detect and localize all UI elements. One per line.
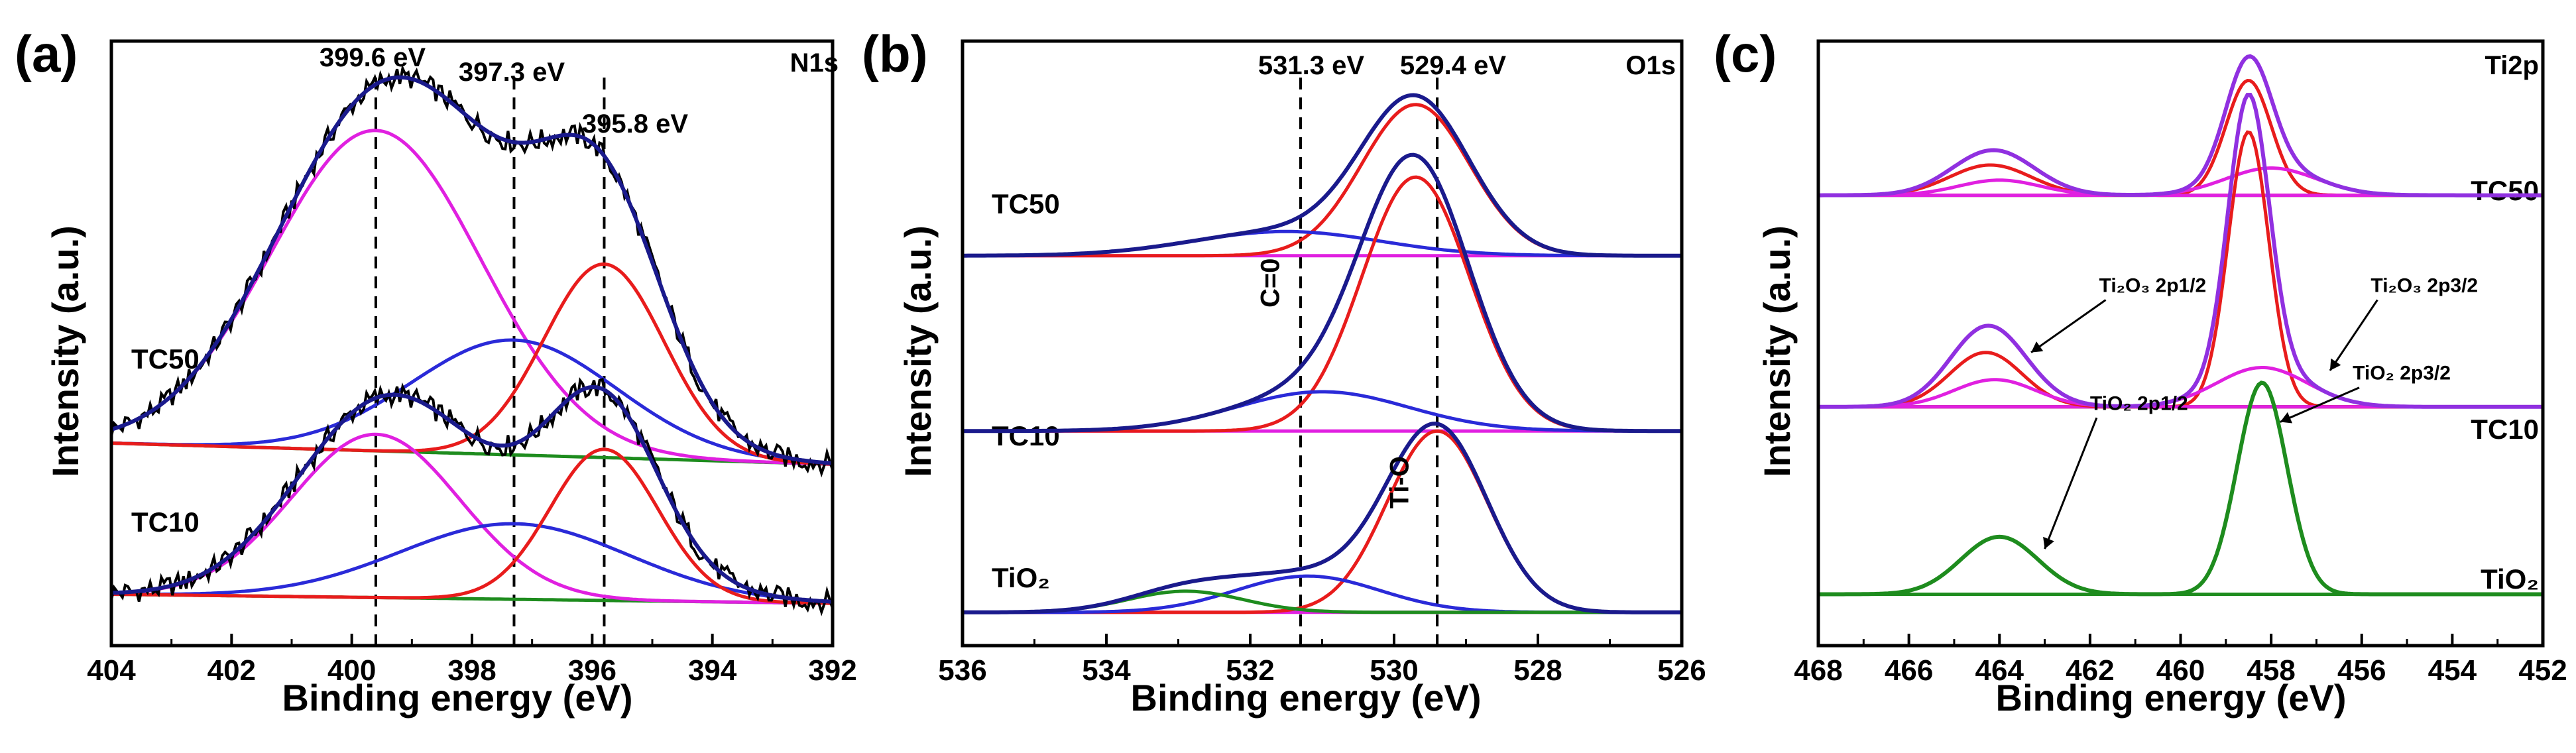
peak-component bbox=[111, 338, 833, 465]
panel-b: (b) Intensity (a.u.) Binding energy (eV)… bbox=[862, 25, 1706, 719]
x-tick-label: 454 bbox=[2428, 654, 2477, 687]
annotation-arrow bbox=[2030, 299, 2107, 353]
x-tick-label: 394 bbox=[688, 654, 737, 687]
x-tick-label: 464 bbox=[1975, 654, 2024, 687]
panel-b-label: (b) bbox=[862, 25, 928, 83]
annotation-label: Ti₂O₃ 2p3/2 bbox=[2371, 274, 2478, 296]
x-tick-label: 536 bbox=[938, 654, 986, 687]
x-tick-label: 402 bbox=[207, 654, 256, 687]
panel-a-axes-frame bbox=[109, 39, 835, 648]
peak-component bbox=[963, 429, 1682, 614]
x-tick-label: 404 bbox=[87, 654, 136, 687]
peak-component bbox=[1818, 78, 2543, 198]
panel-a-xlabel: Binding energy (eV) bbox=[282, 677, 633, 719]
panel-a-ylabel: Intensity (a.u.) bbox=[44, 225, 86, 477]
x-tick-label: 532 bbox=[1226, 654, 1274, 687]
panel-c-series-label: TC10 bbox=[2471, 414, 2539, 445]
annotation-arrowhead bbox=[2329, 358, 2341, 371]
envelope-line bbox=[1818, 54, 2543, 198]
panel-b-refline-label: 531.3 eV bbox=[1258, 51, 1364, 80]
panel-b-series-label: TC10 bbox=[992, 420, 1060, 451]
annotation-arrowhead bbox=[2043, 536, 2054, 550]
x-tick-label: 452 bbox=[2518, 654, 2567, 687]
envelope-line bbox=[963, 93, 1682, 258]
x-tick-label: 400 bbox=[327, 654, 376, 687]
x-tick-label: 526 bbox=[1657, 654, 1706, 687]
x-tick-label: 458 bbox=[2247, 654, 2295, 687]
x-tick-label: 460 bbox=[2156, 654, 2205, 687]
panel-c-series-label: TC50 bbox=[2471, 175, 2539, 206]
panel-c-series-label: TiO₂ bbox=[2481, 563, 2539, 595]
panel-a-refline-label: 397.3 eV bbox=[459, 58, 565, 87]
panel-a-refline-label: 395.8 eV bbox=[582, 109, 688, 139]
panel-c-title: Ti2p bbox=[2485, 51, 2539, 80]
panel-b-plot-area: C=0 Ti-O 536 534 532 530 528 526 bbox=[938, 39, 1706, 687]
x-tick-label: 392 bbox=[808, 654, 856, 687]
x-tick-label: 462 bbox=[2066, 654, 2114, 687]
annotation-arrow bbox=[2280, 386, 2360, 423]
x-tick-label: 398 bbox=[447, 654, 496, 687]
panel-c: (c) Intensity (a.u.) Binding energy (eV)… bbox=[1714, 25, 2567, 719]
annotation-arrow bbox=[2044, 417, 2098, 550]
panel-a-title: N1s bbox=[790, 48, 839, 78]
panel-c-label: (c) bbox=[1714, 25, 1777, 83]
x-tick-label: 456 bbox=[2337, 654, 2386, 687]
annotation-arrowhead bbox=[2280, 412, 2293, 424]
x-tick-label: 534 bbox=[1082, 654, 1131, 687]
x-tick-label: 468 bbox=[1794, 654, 1842, 687]
envelope-line bbox=[1818, 92, 2543, 409]
panel-c-plot-area: Ti₂O₃ 2p1/2 Ti₂O₃ 2p3/2 TiO₂ 2p1/2 TiO₂ 2p3… bbox=[1794, 39, 2567, 687]
panel-c-xlabel: Binding energy (eV) bbox=[1996, 677, 2347, 719]
peak-component bbox=[111, 447, 833, 605]
panel-a-label: (a) bbox=[15, 25, 78, 83]
annotation-label: C=0 bbox=[1256, 259, 1285, 308]
raw-data-line bbox=[110, 64, 834, 478]
panel-c-axes-frame bbox=[1816, 39, 2545, 648]
panel-a-series-label: TC10 bbox=[131, 506, 200, 538]
panel-b-ylabel: Intensity (a.u.) bbox=[897, 225, 939, 477]
envelope-line bbox=[1818, 380, 2543, 597]
panel-b-xlabel: Binding energy (eV) bbox=[1131, 677, 1482, 719]
panel-b-refline-label: 529.4 eV bbox=[1400, 51, 1506, 80]
annotation-label: Ti-O bbox=[1385, 456, 1415, 508]
panel-c-ylabel: Intensity (a.u.) bbox=[1756, 225, 1798, 477]
envelope-line bbox=[111, 75, 833, 465]
annotation-arrow bbox=[2329, 299, 2378, 371]
panel-b-series-label: TC50 bbox=[992, 188, 1060, 219]
panel-b-title: O1s bbox=[1625, 51, 1676, 80]
envelope-line bbox=[963, 152, 1682, 434]
x-tick-label: 530 bbox=[1370, 654, 1418, 687]
panel-b-series-label: TiO₂ bbox=[992, 562, 1050, 593]
envelope-line bbox=[963, 422, 1682, 614]
peak-component bbox=[111, 522, 833, 604]
annotation-label: TiO₂ 2p1/2 bbox=[2090, 392, 2188, 414]
annotation-arrowhead bbox=[2031, 341, 2044, 353]
annotation-label: TiO₂ 2p3/2 bbox=[2353, 363, 2451, 384]
envelope-line bbox=[111, 384, 833, 604]
x-tick-label: 528 bbox=[1513, 654, 1562, 687]
x-tick-label: 466 bbox=[1885, 654, 1933, 687]
panel-a-refline-label: 399.6 eV bbox=[320, 43, 426, 72]
panel-b-axes-frame bbox=[961, 39, 1684, 648]
panel-a: (a) Intensity (a.u.) Binding energy (eV)… bbox=[15, 25, 857, 719]
x-tick-label: 396 bbox=[568, 654, 616, 687]
panel-a-plot-area: 404 402 400 398 396 394 392 bbox=[87, 39, 857, 687]
annotation-label: Ti₂O₃ 2p1/2 bbox=[2099, 274, 2207, 296]
